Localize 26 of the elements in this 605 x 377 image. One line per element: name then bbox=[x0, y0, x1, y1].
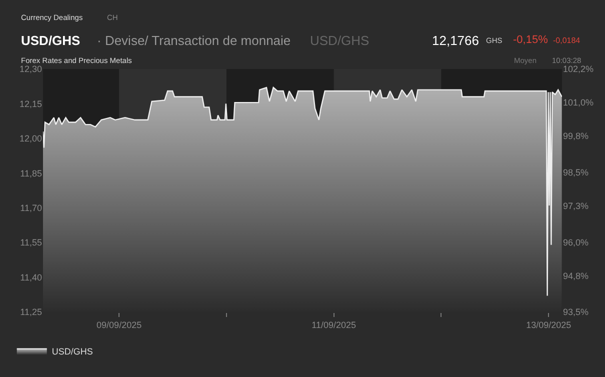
y2-tick-label: 93,5% bbox=[563, 307, 589, 318]
text: USD/GHS bbox=[310, 33, 370, 48]
y2-tick-label: 102,2% bbox=[563, 64, 594, 74]
text: · Devise/ Transaction de monnaie bbox=[97, 33, 291, 48]
y2-tick-label: 99,8% bbox=[563, 131, 589, 142]
chart-title: USD/GHS bbox=[21, 33, 81, 48]
y2-tick-label: 101,0% bbox=[563, 98, 594, 108]
y-tick-label: 11,55 bbox=[20, 238, 42, 248]
y2-tick-label: 94,8% bbox=[563, 270, 589, 281]
x-tick-label: 11/09/2025 bbox=[312, 320, 356, 330]
text: -0,0184 bbox=[553, 36, 581, 45]
x-tick-label: 09/09/2025 bbox=[96, 320, 142, 330]
text: 12,1766 bbox=[432, 33, 479, 48]
y-tick-label: 12,30 bbox=[19, 64, 42, 74]
text: -0,15% bbox=[513, 34, 548, 46]
y-tick-label: 11,85 bbox=[20, 168, 42, 178]
y-tick-label: 11,40 bbox=[20, 272, 42, 282]
y-tick-label: 12,00 bbox=[19, 134, 42, 144]
y2-tick-label: 96,0% bbox=[563, 237, 589, 248]
y-tick-label: 11,25 bbox=[20, 307, 42, 318]
legend-label: USD/GHS bbox=[52, 346, 93, 356]
y-tick-label: 11,70 bbox=[20, 203, 42, 214]
y-tick-label: 12,15 bbox=[19, 98, 42, 109]
y2-tick-label: 97,3% bbox=[563, 201, 589, 212]
x-tick-label: 13/09/2025 bbox=[526, 320, 572, 330]
y2-tick-label: 98,5% bbox=[563, 167, 589, 178]
